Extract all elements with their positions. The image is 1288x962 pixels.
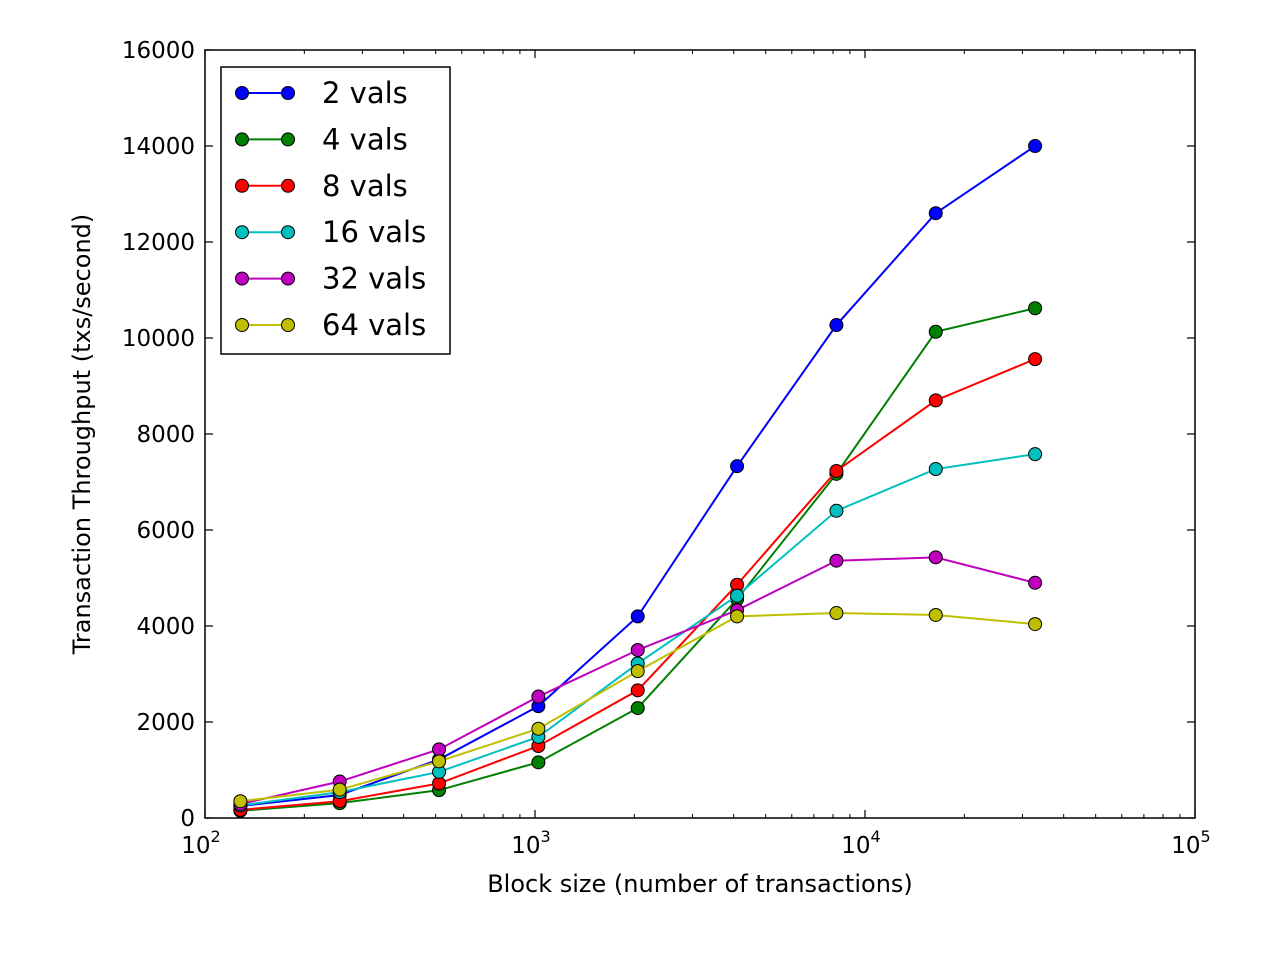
- x-tick-label: 102: [181, 827, 220, 859]
- data-point: [829, 606, 844, 621]
- series-line: [240, 358, 1036, 811]
- legend-label: 16 vals: [322, 215, 426, 249]
- data-point: [630, 683, 645, 698]
- data-point: [233, 794, 248, 809]
- data-point: [928, 393, 943, 408]
- x-tick-label: 103: [511, 827, 550, 859]
- y-axis: 0 2000 4000 6000 8000 10000 12000 14000 16000: [122, 38, 1195, 832]
- x-axis-label: Block size (number of transactions): [487, 870, 913, 898]
- y-tick-label: 2000: [136, 710, 195, 736]
- data-point: [829, 553, 844, 568]
- data-point: [1028, 617, 1043, 632]
- y-tick-label: 0: [180, 806, 195, 832]
- y-axis-label: Transaction Throughput (txs/second): [68, 214, 96, 655]
- legend-entry: 64 vals: [235, 308, 426, 342]
- legend-marker: [235, 271, 249, 286]
- legend-marker: [281, 318, 295, 332]
- y-tick-label: 14000: [122, 134, 195, 160]
- legend: 2 vals 4 vals 8 vals 16 vals 32 vals 64 vals: [220, 66, 451, 355]
- legend-marker: [281, 271, 295, 286]
- data-point: [730, 609, 745, 624]
- legend-box: [220, 66, 451, 355]
- legend-entry: 32 vals: [235, 262, 426, 296]
- data-point: [531, 755, 546, 770]
- series-2: [233, 352, 1043, 817]
- legend-label: 4 vals: [322, 122, 408, 156]
- data-point: [1028, 447, 1043, 462]
- legend-label: 2 vals: [322, 76, 408, 110]
- data-point: [531, 721, 546, 736]
- legend-entry: 4 vals: [235, 122, 408, 156]
- data-point: [630, 643, 645, 657]
- data-point: [432, 754, 447, 769]
- legend-marker: [281, 132, 295, 147]
- data-point: [630, 609, 645, 624]
- data-point: [1028, 352, 1043, 367]
- x-tick-label: 105: [1171, 827, 1210, 859]
- data-point: [928, 206, 943, 221]
- legend-marker: [235, 86, 249, 100]
- data-point: [1028, 575, 1043, 590]
- y-tick-label: 16000: [122, 38, 195, 64]
- legend-marker: [281, 225, 295, 240]
- legend-marker: [235, 132, 249, 147]
- legend-label: 8 vals: [322, 169, 408, 203]
- data-point: [432, 742, 447, 757]
- data-point: [928, 324, 943, 339]
- y-tick-label: 4000: [136, 614, 195, 640]
- data-point: [928, 550, 943, 565]
- legend-label: 64 vals: [322, 308, 426, 342]
- legend-marker: [281, 178, 295, 193]
- legend-marker: [235, 225, 249, 240]
- data-point: [928, 607, 943, 622]
- series-line: [240, 307, 1036, 812]
- series-3: [233, 447, 1043, 813]
- x-axis: 102 103 104 105: [181, 50, 1211, 859]
- data-point: [829, 318, 844, 333]
- data-point: [829, 463, 844, 478]
- legend-marker: [235, 178, 249, 193]
- data-point: [630, 664, 645, 679]
- series-line: [240, 556, 1036, 806]
- legend-entry: 8 vals: [235, 169, 408, 203]
- data-point: [332, 782, 347, 797]
- y-tick-label: 10000: [122, 326, 195, 352]
- legend-label: 32 vals: [322, 262, 426, 296]
- series-1: [233, 301, 1043, 818]
- y-tick-label: 8000: [136, 422, 195, 448]
- data-point: [829, 503, 844, 518]
- series-4: [233, 550, 1043, 812]
- data-point: [1028, 301, 1043, 316]
- data-point: [730, 588, 745, 603]
- data-point: [928, 462, 943, 477]
- data-point: [730, 459, 745, 474]
- series-5: [233, 606, 1043, 809]
- data-point: [531, 689, 546, 704]
- legend-entry: 2 vals: [235, 76, 408, 110]
- series-layer: [233, 139, 1043, 818]
- data-point: [630, 701, 645, 716]
- y-tick-label: 12000: [122, 230, 195, 256]
- x-tick-label: 104: [841, 827, 880, 859]
- series-line: [240, 453, 1036, 807]
- legend-entry: 16 vals: [235, 215, 426, 249]
- y-tick-label: 6000: [136, 518, 195, 544]
- data-point: [1028, 139, 1043, 153]
- legend-marker: [281, 86, 295, 100]
- legend-marker: [235, 318, 249, 332]
